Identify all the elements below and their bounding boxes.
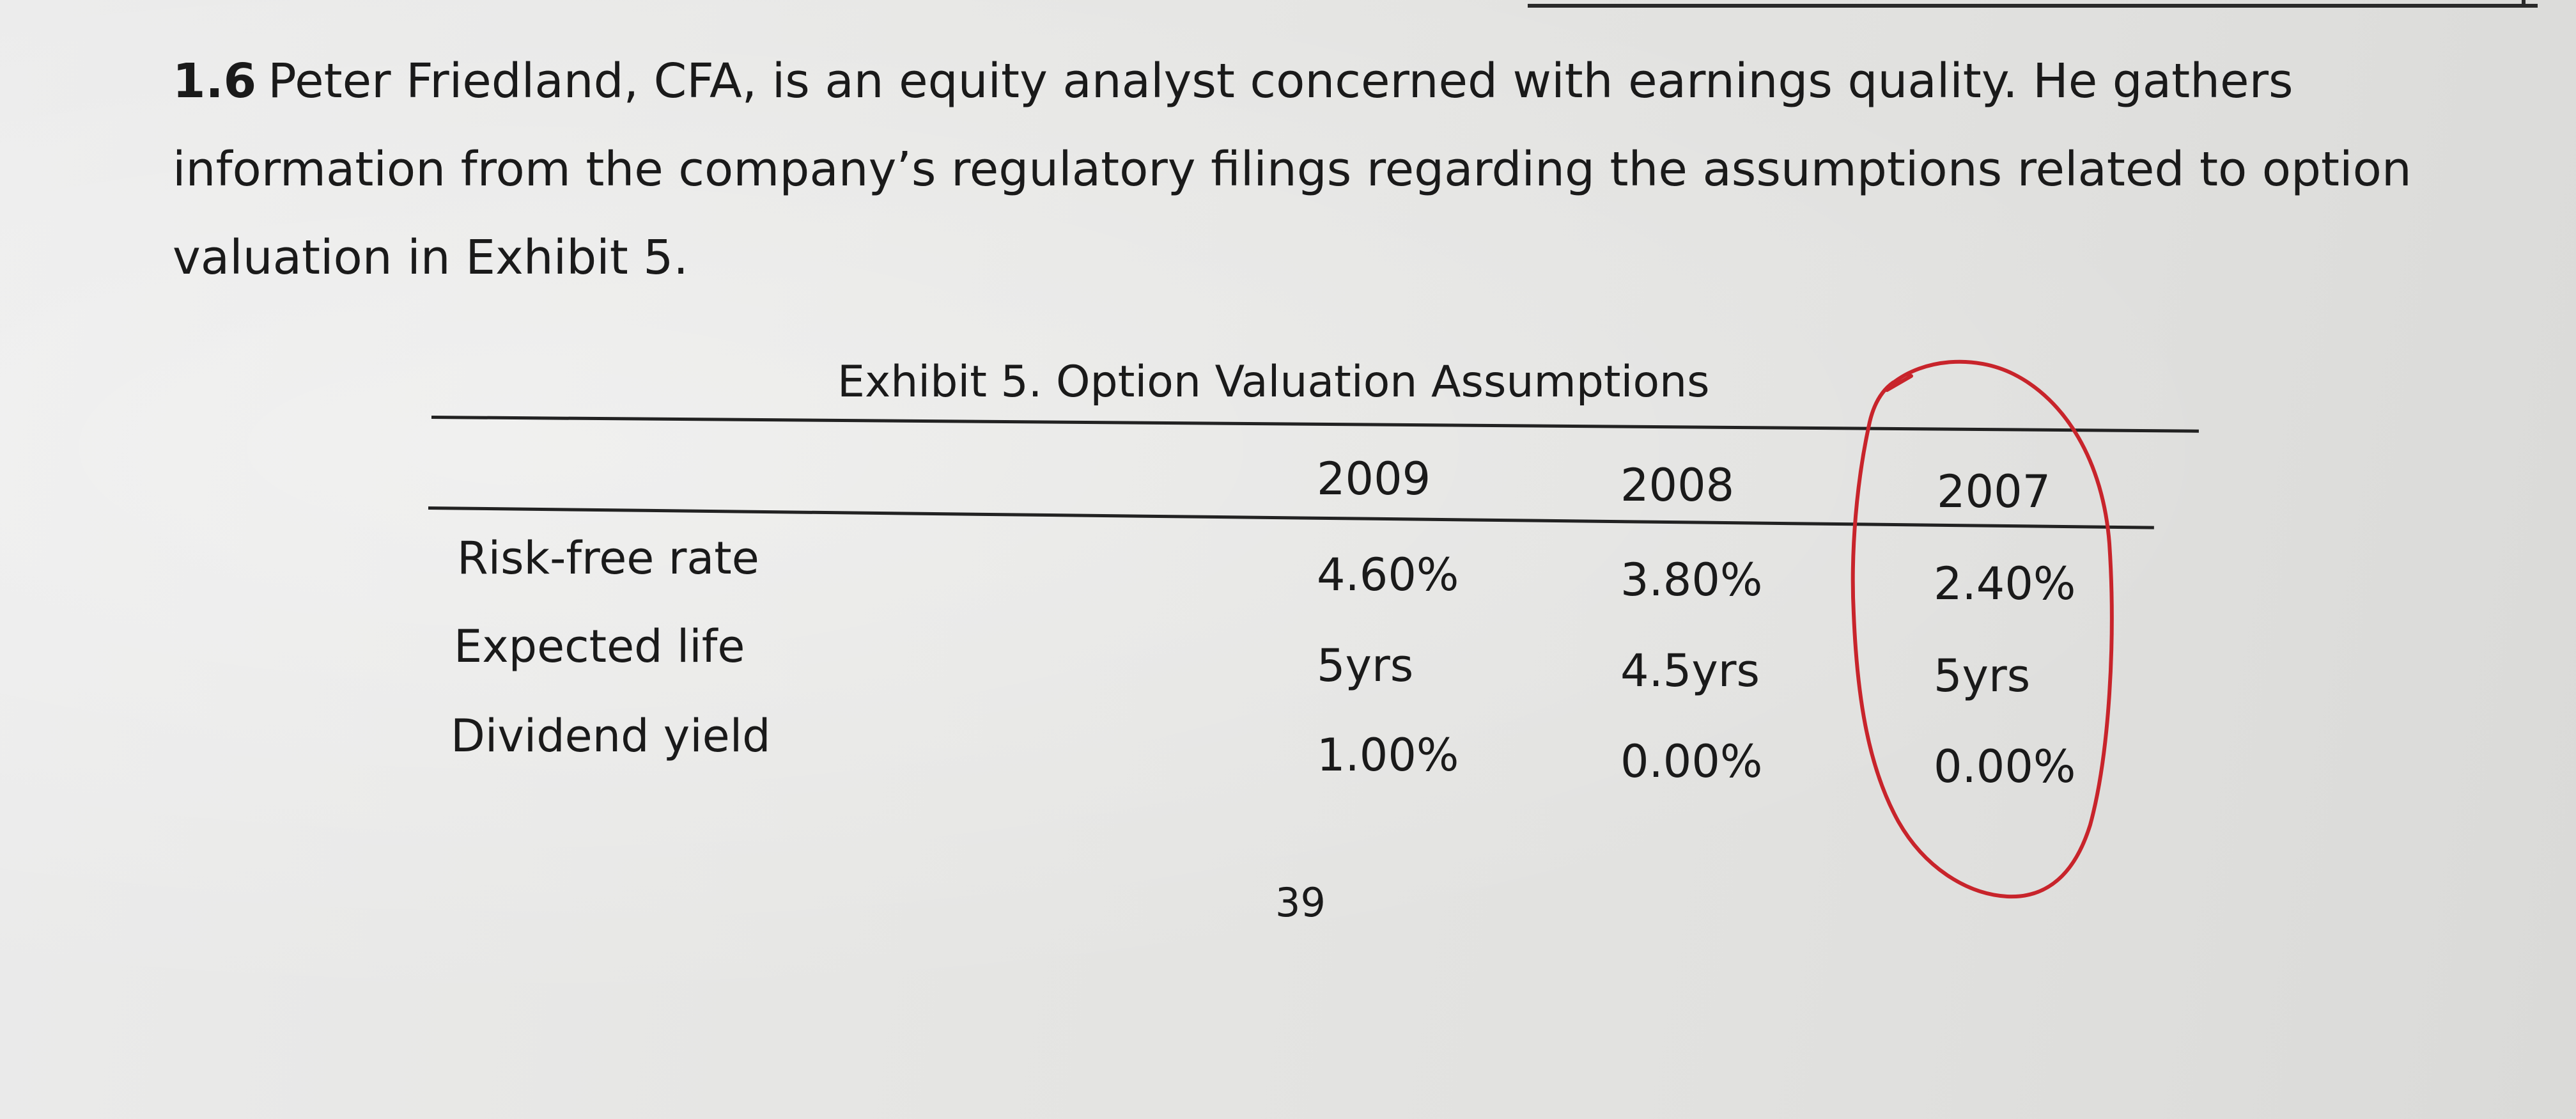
red-circle-stroke (1851, 359, 2114, 899)
question-paragraph: 1.6 Peter Friedland, CFA, is an equity an… (173, 37, 2487, 302)
expected-life-2008: 4.5yrs (1620, 645, 1760, 697)
dividend-yield-2007: 0.00% (1934, 740, 2076, 793)
expected-life-2009: 5yrs (1317, 639, 1414, 692)
column-header-2009: 2009 (1317, 453, 1431, 505)
question-number: 1.6 (173, 54, 257, 109)
column-header-2007: 2007 (1937, 466, 2051, 518)
risk-free-rate-2007: 2.40% (1934, 558, 2076, 610)
dividend-yield-2009: 1.00% (1317, 729, 1459, 781)
dividend-yield-2008: 0.00% (1620, 735, 1763, 788)
row-label-dividend-yield: Dividend yield (451, 710, 771, 762)
expected-life-2007: 5yrs (1934, 650, 2031, 702)
risk-free-rate-2009: 4.60% (1317, 549, 1459, 601)
row-label-expected-life: Expected life (454, 620, 745, 673)
column-header-2008: 2008 (1620, 459, 1735, 512)
exhibit-caption: Exhibit 5. Option Valuation Assumptions (837, 357, 1710, 407)
risk-free-rate-2008: 3.80% (1620, 554, 1763, 606)
top-border-rule (1528, 4, 2538, 8)
row-label-risk-free-rate: Risk-free rate (457, 532, 759, 584)
top-border-rule-end (2522, 0, 2526, 8)
question-text: Peter Friedland, CFA, is an equity analy… (173, 54, 2412, 285)
page-number: 39 (1275, 879, 1326, 926)
